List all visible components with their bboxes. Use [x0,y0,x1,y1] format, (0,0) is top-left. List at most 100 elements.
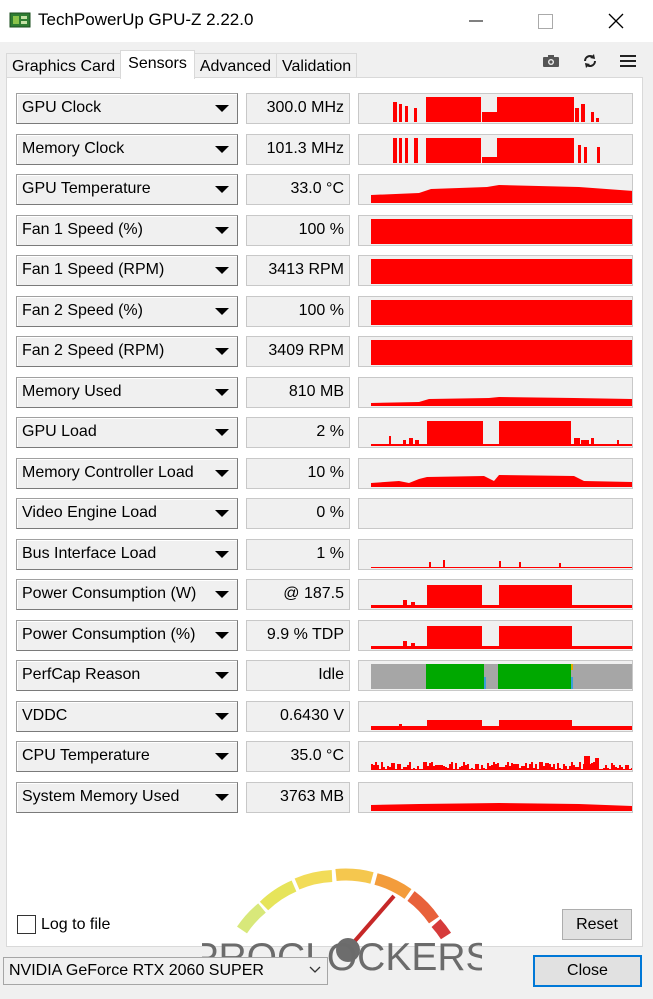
sensor-select[interactable]: VDDC [16,701,238,732]
sensor-select[interactable]: CPU Temperature [16,741,238,772]
dropdown-arrow-icon [215,510,229,517]
menu-button[interactable] [617,52,639,70]
sensor-select[interactable]: Fan 1 Speed (%) [16,215,238,246]
tab-sensors[interactable]: Sensors [120,50,195,79]
log-to-file-checkbox[interactable] [17,915,36,934]
sensor-row-memory-clock: Memory Clock 101.3 MHz [16,134,634,165]
sensor-select[interactable]: Fan 2 Speed (%) [16,296,238,327]
sensor-graph [358,701,633,732]
sensor-select[interactable]: PerfCap Reason [16,660,238,691]
sensor-select[interactable]: Memory Clock [16,134,238,165]
sensor-graph [358,215,633,246]
minimize-button[interactable] [440,0,512,42]
sensor-select[interactable]: Video Engine Load [16,498,238,529]
sensor-graph-plot [371,626,632,649]
sensor-value-text: 0 % [316,504,344,521]
dropdown-arrow-icon [215,267,229,274]
sensor-name: Fan 2 Speed (RPM) [22,342,165,359]
sensor-name: Memory Controller Load [22,464,194,481]
tab-validation[interactable]: Validation [276,53,358,79]
camera-icon [543,55,559,67]
window-title: TechPowerUp GPU-Z 2.22.0 [38,10,254,29]
sensor-value: 100 % [246,215,350,246]
sensor-graph-plot [371,720,632,730]
dropdown-arrow-icon [215,308,229,315]
sensor-value-text: 100 % [298,221,344,238]
sensor-value-text: 10 % [307,464,344,481]
dropdown-arrow-icon [215,227,229,234]
sensor-graph-plot [371,560,632,568]
sensor-graph-plot [371,259,632,284]
sensor-row-system-memory-used: System Memory Used 3763 MB [16,782,634,813]
tab-graphics-card[interactable]: Graphics Card [6,53,122,79]
screenshot-button[interactable] [540,52,562,70]
sensor-graph [358,255,633,286]
sensor-graph [358,741,633,772]
maximize-button[interactable] [509,0,581,42]
sensor-select[interactable]: System Memory Used [16,782,238,813]
sensor-name: GPU Clock [22,99,102,116]
sensor-value: 3763 MB [246,782,350,813]
sensor-row-power-consumption-w: Power Consumption (W) @ 187.5 [16,579,634,610]
refresh-button[interactable] [579,52,601,70]
sensor-name: GPU Temperature [22,180,151,197]
sensor-select[interactable]: Memory Used [16,377,238,408]
sensor-graph-plot [371,397,632,406]
sensor-graph-plot [371,421,632,446]
sensor-select[interactable]: GPU Temperature [16,174,238,205]
sensor-graph [358,336,633,367]
sensor-value-text: 3409 RPM [268,342,344,359]
maximize-icon [537,13,553,29]
sensor-graph-plot [393,138,600,163]
tab-advanced[interactable]: Advanced [193,53,278,79]
sensor-graph-plot [371,340,632,365]
dropdown-arrow-icon [215,551,229,558]
sensor-name: PerfCap Reason [22,666,141,683]
sensor-graph-plot [371,475,632,487]
sensor-value: 35.0 °C [246,741,350,772]
sensor-name: Fan 2 Speed (%) [22,302,143,319]
dropdown-arrow-icon [215,470,229,477]
sensor-graph [358,417,633,448]
sensor-row-memory-used: Memory Used 810 MB [16,377,634,408]
sensor-value: 3409 RPM [246,336,350,367]
close-button[interactable]: Close [533,955,642,987]
sensor-row-video-engine-load: Video Engine Load 0 % [16,498,634,529]
reset-button[interactable]: Reset [562,909,632,940]
sensor-select[interactable]: Memory Controller Load [16,458,238,489]
sensor-graph [358,579,633,610]
refresh-icon [584,54,596,68]
sensor-graph-plot [371,185,632,203]
sensor-value: 0.6430 V [246,701,350,732]
sensor-select[interactable]: Fan 1 Speed (RPM) [16,255,238,286]
sensor-graph [358,498,633,529]
sensor-value: 10 % [246,458,350,489]
sensor-select[interactable]: Power Consumption (W) [16,579,238,610]
sensor-name: Fan 1 Speed (RPM) [22,261,165,278]
sensor-name: Memory Used [22,383,122,400]
dropdown-arrow-icon [215,186,229,193]
sensor-graph [358,782,633,813]
sensor-graph-plot [371,803,632,811]
sensor-value-text: 3413 RPM [268,261,344,278]
dropdown-arrow-icon [215,632,229,639]
sensor-select[interactable]: Bus Interface Load [16,539,238,570]
sensor-select[interactable]: GPU Load [16,417,238,448]
gpu-select[interactable]: NVIDIA GeForce RTX 2060 SUPER [3,957,328,985]
sensor-value: 101.3 MHz [246,134,350,165]
sensor-value: 9.9 % TDP [246,620,350,651]
sensor-value-text: 33.0 °C [290,180,344,197]
sensor-select[interactable]: Power Consumption (%) [16,620,238,651]
dropdown-arrow-icon [215,794,229,801]
sensor-value: 2 % [246,417,350,448]
sensor-value: @ 187.5 [246,579,350,610]
sensor-value-text: 100 % [298,302,344,319]
sensor-row-bus-interface-load: Bus Interface Load 1 % [16,539,634,570]
sensor-value: 100 % [246,296,350,327]
sensor-select[interactable]: Fan 2 Speed (RPM) [16,336,238,367]
dropdown-arrow-icon [215,591,229,598]
sensor-select[interactable]: GPU Clock [16,93,238,124]
sensor-graph [358,377,633,408]
close-window-button[interactable] [580,0,652,42]
sensor-row-power-consumption: Power Consumption (%) 9.9 % TDP [16,620,634,651]
